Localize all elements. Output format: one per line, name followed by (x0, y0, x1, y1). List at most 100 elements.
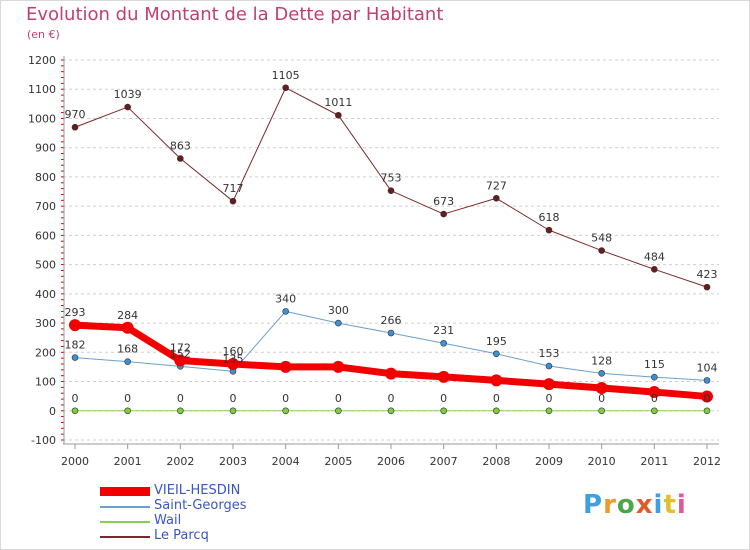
data-point (71, 123, 79, 131)
data-point (595, 381, 608, 394)
chart-subtitle: (en €) (27, 28, 60, 41)
legend-label: Saint-Georges (154, 498, 247, 513)
y-tick-label: 400 (35, 288, 56, 301)
data-label: 195 (486, 335, 507, 348)
data-label: 293 (65, 306, 86, 319)
data-label: 0 (704, 392, 711, 405)
x-tick-label: 2008 (482, 455, 510, 468)
x-tick-label: 2000 (61, 455, 89, 468)
data-point (493, 407, 500, 415)
data-point (332, 360, 345, 373)
data-point (282, 84, 289, 92)
brand-letter: r (603, 490, 617, 520)
data-label: 266 (381, 314, 402, 327)
data-label: 863 (170, 140, 191, 153)
data-label: 0 (598, 392, 605, 405)
y-tick-label: 0 (49, 405, 56, 418)
data-point (598, 370, 605, 377)
data-point (440, 339, 447, 347)
data-point (440, 407, 447, 415)
brand-logo: Proxiti (583, 490, 687, 520)
data-point (701, 390, 713, 403)
data-point (651, 373, 658, 381)
data-label: 970 (65, 108, 86, 121)
y-tick-label: 200 (35, 346, 56, 359)
y-tick-label: 300 (35, 317, 56, 330)
y-tick-label: -100 (31, 434, 56, 447)
data-point (387, 187, 395, 194)
data-label: 753 (381, 172, 402, 185)
legend-swatch (100, 506, 150, 508)
data-label: 160 (223, 345, 244, 358)
data-label: 0 (124, 392, 131, 405)
data-point (387, 407, 395, 415)
data-point (124, 358, 131, 365)
data-point (335, 111, 342, 119)
data-point (437, 370, 450, 383)
brand-letter: i (676, 490, 687, 520)
data-point (440, 210, 447, 218)
data-point (71, 354, 79, 361)
x-tick-label: 2005 (324, 455, 352, 468)
data-label: 0 (335, 392, 342, 405)
x-tick-label: 2002 (166, 455, 194, 468)
data-point (227, 358, 239, 370)
data-label: 300 (328, 304, 349, 317)
data-label: 115 (644, 358, 665, 371)
legend-swatch (100, 521, 150, 523)
y-tick-label: 1000 (28, 112, 56, 125)
data-point (229, 197, 237, 205)
data-point (335, 407, 342, 415)
data-label: 0 (493, 392, 500, 405)
data-point (493, 350, 500, 358)
data-label: 0 (651, 392, 658, 405)
data-point (703, 377, 711, 384)
legend-label: Le Parcq (154, 528, 209, 543)
data-point (598, 247, 605, 254)
data-label: 0 (230, 392, 237, 405)
chart-title: Evolution du Montant de la Dette par Hab… (26, 4, 444, 25)
x-tick-label: 2007 (430, 455, 458, 468)
data-point (177, 407, 184, 415)
data-point (545, 226, 553, 234)
y-tick-label: 800 (35, 171, 56, 184)
data-label: 548 (591, 232, 612, 245)
x-tick-label: 2012 (693, 455, 721, 468)
data-point (703, 283, 711, 291)
data-label: 0 (388, 392, 395, 405)
data-point (545, 362, 553, 370)
data-label: 182 (65, 339, 86, 352)
data-label: 727 (486, 179, 507, 192)
data-point (703, 407, 711, 415)
legend-swatch (100, 487, 150, 496)
y-tick-label: 700 (35, 200, 56, 213)
data-label: 0 (282, 392, 289, 405)
data-point (493, 194, 500, 202)
data-label: 135 (223, 352, 244, 365)
y-tick-label: 1200 (28, 54, 56, 67)
data-point (124, 407, 131, 415)
x-tick-label: 2001 (114, 455, 142, 468)
data-point (282, 308, 289, 315)
brand-letter: t (663, 490, 677, 520)
data-label: 0 (440, 392, 447, 405)
brand-letter: o (616, 490, 636, 520)
x-tick-label: 2006 (377, 455, 405, 468)
data-point (387, 329, 395, 337)
brand-letter: i (653, 490, 664, 520)
data-point (598, 407, 605, 415)
data-point (335, 319, 342, 327)
legend-swatch (100, 536, 150, 538)
y-tick-label: 1100 (28, 83, 56, 96)
data-label: 1105 (272, 69, 300, 82)
data-label: 717 (223, 182, 244, 195)
y-tick-label: 600 (35, 229, 56, 242)
x-tick-label: 2011 (640, 455, 668, 468)
data-label: 231 (433, 324, 454, 337)
data-label: 0 (177, 392, 184, 405)
data-label: 0 (72, 392, 79, 405)
data-point (279, 360, 292, 373)
data-label: 1011 (324, 96, 352, 109)
